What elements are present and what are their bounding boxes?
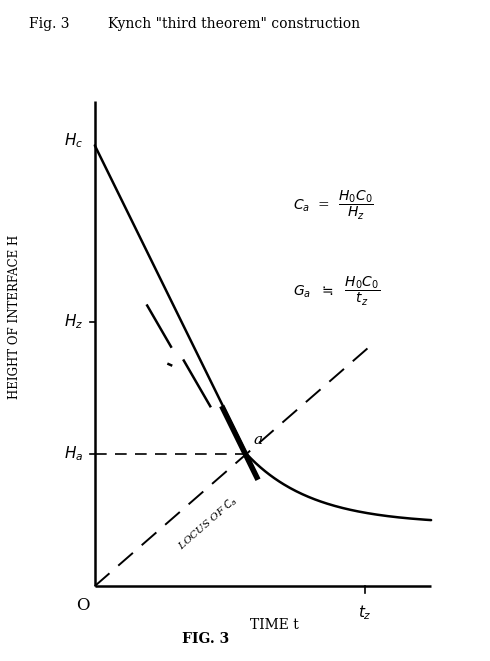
Text: FIG. 3: FIG. 3 — [182, 633, 229, 646]
Text: $H_c$: $H_c$ — [64, 132, 83, 150]
Text: O: O — [76, 597, 90, 614]
Text: HEIGHT OF INTERFACE H: HEIGHT OF INTERFACE H — [8, 235, 21, 399]
Text: LOCUS OF $C_a$: LOCUS OF $C_a$ — [175, 493, 241, 553]
Text: $G_a$  $\fallingdotseq$  $\dfrac{H_0C_0}{t_z}$: $G_a$ $\fallingdotseq$ $\dfrac{H_0C_0}{t… — [293, 274, 380, 307]
Text: $H_z$: $H_z$ — [64, 313, 83, 331]
Text: $t_z$: $t_z$ — [358, 603, 372, 623]
Text: a: a — [253, 433, 262, 447]
Text: $H_a$: $H_a$ — [64, 445, 83, 463]
Text: Fig. 3: Fig. 3 — [29, 17, 70, 30]
Text: $C_a$  =  $\dfrac{H_0C_0}{H_z}$: $C_a$ = $\dfrac{H_0C_0}{H_z}$ — [293, 189, 373, 222]
Text: Kynch "third theorem" construction: Kynch "third theorem" construction — [108, 17, 360, 30]
Text: TIME t: TIME t — [250, 617, 299, 632]
